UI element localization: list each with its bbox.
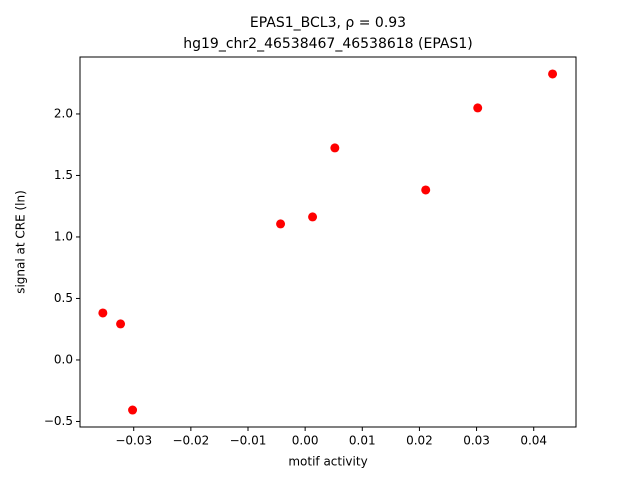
x-tick-label: 0.01 xyxy=(349,434,376,448)
x-tick-label: −0.03 xyxy=(115,434,152,448)
x-tick-label: −0.02 xyxy=(172,434,209,448)
x-tick-label: 0.04 xyxy=(520,434,547,448)
y-tick-label: 1.0 xyxy=(54,229,73,243)
point xyxy=(308,212,318,222)
y-tick-label: 1.5 xyxy=(54,168,73,182)
y-tick-label: −0.5 xyxy=(44,414,73,428)
point xyxy=(128,405,138,415)
chart-subtitle: hg19_chr2_46538467_46538618 (EPAS1) xyxy=(183,36,472,52)
x-tick-label: 0.03 xyxy=(463,434,490,448)
y-tick-label: 0.0 xyxy=(54,352,73,366)
point xyxy=(473,103,483,113)
y-axis-label: signal at CRE (ln) xyxy=(14,190,28,294)
x-tick-label: 0.00 xyxy=(292,434,319,448)
y-tick-label: 2.0 xyxy=(54,106,73,120)
x-tick-label: 0.02 xyxy=(406,434,433,448)
x-tick-label: −0.01 xyxy=(230,434,267,448)
plot-frame xyxy=(79,56,577,428)
point xyxy=(421,185,431,195)
point xyxy=(98,308,108,318)
x-axis-label: motif activity xyxy=(288,455,367,469)
point xyxy=(330,143,340,153)
chart-title: EPAS1_BCL3, ρ = 0.93 xyxy=(250,15,406,31)
y-tick-label: 0.5 xyxy=(54,291,73,305)
point xyxy=(276,219,286,229)
point xyxy=(548,69,558,79)
point xyxy=(116,319,126,329)
